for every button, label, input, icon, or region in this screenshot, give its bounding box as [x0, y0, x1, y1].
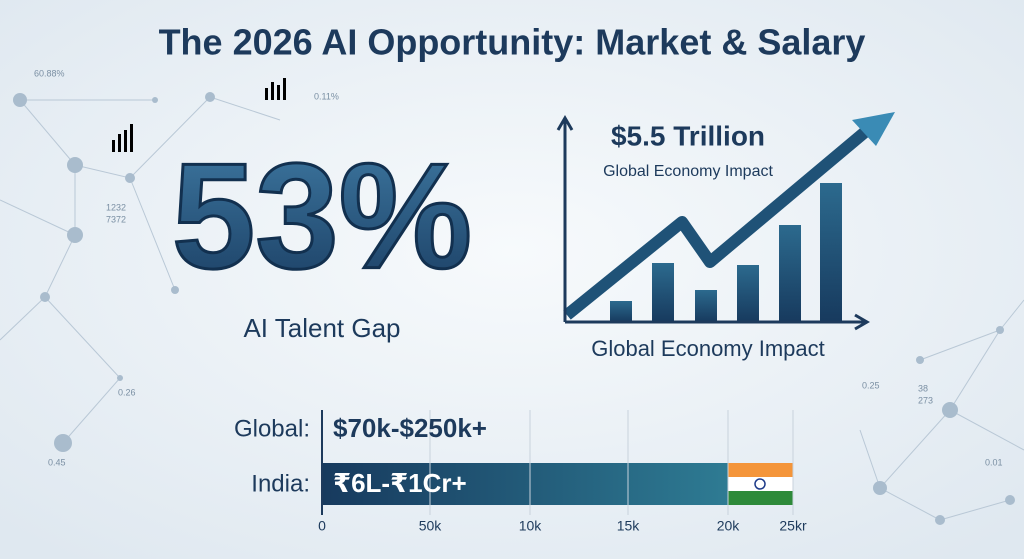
decor-label: 1232 — [106, 202, 126, 212]
x-tick-label: 10k — [519, 518, 543, 534]
economy-subtitle: Global Economy Impact — [603, 163, 773, 180]
growth-chart — [556, 112, 895, 331]
salary-range: $70k-$250k+ — [333, 413, 487, 443]
decor-label: 0.25 — [862, 380, 880, 390]
row-label: India: — [251, 470, 310, 497]
decor-label: 0.01 — [985, 457, 1003, 467]
x-tick-label: 20k — [717, 518, 741, 534]
x-tick-label: 50k — [419, 518, 443, 534]
economy-headline: $5.5 Trillion — [611, 120, 765, 151]
decor-label: 0.26 — [118, 387, 136, 397]
title: The 2026 AI Opportunity: Market & Salary — [159, 22, 866, 63]
decor-label: 7372 — [106, 214, 126, 224]
salary-chart — [322, 463, 793, 505]
salary-range: ₹6L-₹1Cr+ — [333, 468, 467, 498]
x-tick-label: 15k — [617, 518, 641, 534]
decor-label: 0.45 — [48, 457, 66, 467]
india-bar — [322, 463, 728, 505]
decor-label: 273 — [918, 395, 933, 405]
economy-caption: Global Economy Impact — [591, 336, 825, 361]
x-tick-label: 25kr — [779, 518, 807, 534]
talent-gap-value: 53% — [172, 132, 472, 300]
talent-gap-label: AI Talent Gap — [243, 313, 400, 343]
row-label: Global: — [234, 415, 310, 442]
decor-label: 60.88% — [34, 68, 65, 78]
x-tick-label: 0 — [318, 518, 326, 534]
network-decoration — [0, 78, 1024, 525]
decor-label: 38 — [918, 383, 928, 393]
decor-label: 0.11% — [314, 91, 339, 101]
